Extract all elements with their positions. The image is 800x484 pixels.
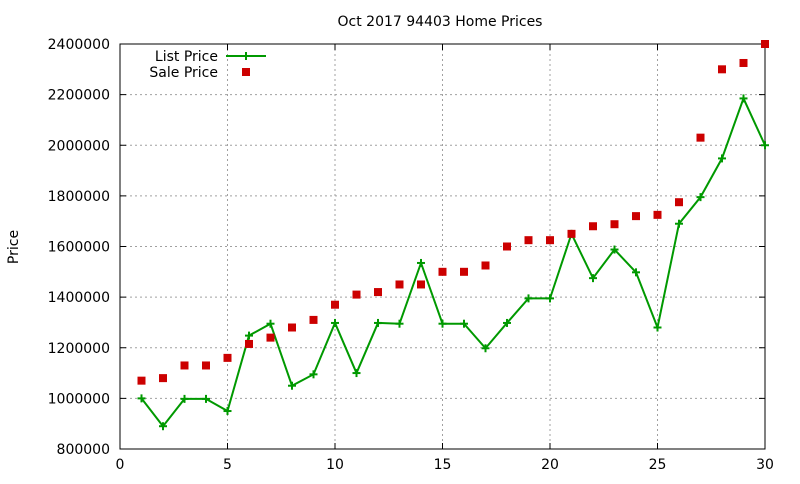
list-price-point bbox=[395, 319, 404, 328]
y-tick-label: 2200000 bbox=[48, 88, 110, 104]
sale-price-point bbox=[159, 374, 167, 383]
sale-price-point bbox=[675, 198, 683, 207]
list-price-point bbox=[331, 318, 339, 327]
list-price-point bbox=[202, 394, 210, 403]
y-tick-label: 1400000 bbox=[48, 290, 110, 306]
series-layer bbox=[137, 40, 769, 431]
sale-price-point bbox=[137, 376, 146, 385]
sale-price-point bbox=[309, 315, 318, 324]
sale-price-point bbox=[331, 300, 339, 309]
list-price-series bbox=[137, 94, 769, 431]
list-price-point bbox=[180, 394, 189, 403]
y-axis-label: Price bbox=[6, 230, 22, 264]
sale-price-point bbox=[202, 361, 210, 370]
list-price-point bbox=[610, 245, 619, 254]
list-price-point bbox=[266, 319, 275, 328]
x-tick-label: 15 bbox=[434, 457, 452, 473]
list-price-point bbox=[718, 154, 726, 163]
y-tick-label: 1200000 bbox=[48, 341, 110, 357]
y-tick-label: 2400000 bbox=[48, 37, 110, 53]
list-price-point bbox=[417, 258, 425, 267]
sale-price-point bbox=[223, 353, 232, 362]
list-price-point bbox=[288, 381, 296, 390]
sale-price-point bbox=[696, 133, 705, 142]
sale-price-point bbox=[288, 323, 296, 332]
list-price-point bbox=[632, 268, 640, 277]
list-price-point bbox=[524, 294, 533, 303]
chart-title: Oct 2017 94403 Home Prices bbox=[338, 14, 543, 30]
list-price-point bbox=[352, 369, 361, 378]
sale-price-point bbox=[524, 236, 533, 245]
y-tick-label: 1000000 bbox=[48, 391, 110, 407]
list-price-point bbox=[223, 407, 232, 416]
sale-price-point bbox=[718, 65, 726, 74]
sale-price-point bbox=[481, 261, 490, 270]
sale-price-point bbox=[460, 267, 468, 276]
legend-label-sale-price: Sale Price bbox=[149, 65, 218, 81]
sale-price-point bbox=[739, 58, 748, 67]
sale-price-point bbox=[632, 212, 640, 221]
list-price-point bbox=[546, 294, 554, 303]
list-price-point bbox=[159, 422, 167, 431]
axes: 0 5 10 15 20 25 30 800000 1000000 1200000 1400000 1… bbox=[48, 37, 774, 473]
y-tick-label: 1800000 bbox=[48, 189, 110, 205]
sale-price-point bbox=[546, 236, 554, 245]
sale-price-point bbox=[180, 361, 189, 370]
x-tick-label: 5 bbox=[223, 457, 232, 473]
list-price-point bbox=[481, 344, 490, 353]
sale-price-point bbox=[589, 222, 597, 231]
sale-price-series bbox=[137, 40, 769, 385]
list-price-point bbox=[503, 318, 511, 327]
list-price-point bbox=[245, 331, 253, 340]
list-price-point bbox=[137, 394, 146, 403]
sale-price-point bbox=[245, 339, 253, 348]
grid-lines bbox=[120, 44, 765, 449]
list-price-point bbox=[374, 318, 382, 327]
list-price-point bbox=[675, 219, 683, 228]
sale-price-point bbox=[352, 290, 361, 299]
sale-price-point bbox=[761, 40, 769, 48]
x-tick-label: 30 bbox=[756, 457, 774, 473]
sale-price-point bbox=[610, 220, 619, 229]
sale-price-point bbox=[417, 280, 425, 289]
sale-price-point bbox=[653, 210, 662, 219]
x-tick-label: 20 bbox=[541, 457, 559, 473]
list-price-point bbox=[696, 193, 705, 202]
list-price-point bbox=[309, 370, 318, 379]
legend-label-list-price: List Price bbox=[155, 49, 218, 65]
x-tick-label: 25 bbox=[649, 457, 667, 473]
list-price-point bbox=[460, 319, 468, 328]
sale-price-point bbox=[438, 267, 447, 276]
sale-price-point bbox=[503, 242, 511, 251]
sale-price-point bbox=[567, 229, 576, 238]
list-price-point bbox=[739, 94, 748, 103]
sale-price-point bbox=[395, 280, 404, 289]
list-price-point bbox=[653, 323, 662, 332]
legend-marker-list-price bbox=[242, 52, 250, 60]
legend-swatch-sale-price bbox=[242, 68, 250, 76]
sale-price-point bbox=[266, 333, 275, 342]
list-price-point bbox=[438, 319, 447, 328]
y-tick-label: 1600000 bbox=[48, 240, 110, 256]
list-price-point bbox=[589, 274, 597, 283]
y-tick-label: 800000 bbox=[57, 442, 110, 458]
list-price-line bbox=[140, 95, 766, 428]
x-tick-label: 10 bbox=[326, 457, 344, 473]
list-price-point bbox=[761, 141, 769, 150]
y-tick-label: 2000000 bbox=[48, 138, 110, 154]
x-tick-label: 0 bbox=[116, 457, 125, 473]
sale-price-point bbox=[374, 288, 382, 297]
